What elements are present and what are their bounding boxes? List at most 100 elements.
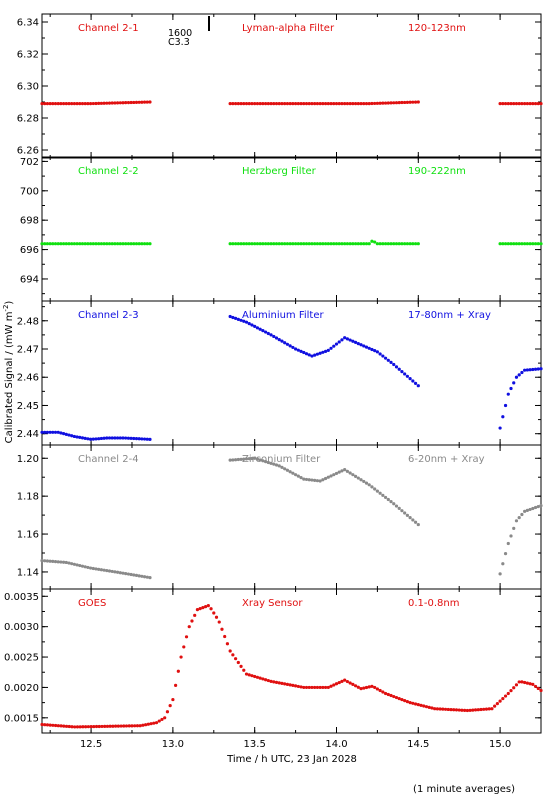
data-point	[72, 434, 76, 439]
channel-label: Channel 2-3	[78, 310, 139, 321]
data-point	[86, 102, 90, 106]
data-point	[302, 685, 306, 690]
data-point	[272, 462, 276, 466]
data-point	[86, 565, 90, 570]
data-point	[134, 437, 139, 441]
series-segment-3	[498, 504, 543, 576]
data-point	[134, 573, 139, 578]
data-point	[234, 657, 238, 661]
data-point	[389, 500, 393, 504]
y-tick-label: 0.0035	[4, 592, 39, 603]
data-point	[206, 604, 210, 608]
data-point	[231, 458, 235, 462]
data-point	[520, 512, 524, 517]
data-point	[253, 324, 257, 329]
data-point	[299, 102, 303, 106]
data-point	[83, 436, 87, 440]
data-point	[416, 522, 420, 527]
data-point	[122, 724, 126, 728]
y-tick-label: 1.16	[17, 530, 39, 541]
data-point	[307, 102, 311, 106]
data-point	[274, 336, 279, 340]
data-point	[83, 242, 87, 246]
data-point	[525, 368, 529, 372]
data-point	[53, 242, 58, 246]
data-point	[340, 338, 344, 342]
data-point	[182, 645, 186, 649]
data-point	[288, 683, 292, 687]
data-point	[408, 516, 412, 520]
data-point	[291, 242, 295, 246]
data-point	[343, 242, 347, 246]
data-point	[364, 685, 369, 690]
data-point	[53, 560, 58, 564]
filter-label: Xray Sensor	[242, 598, 303, 609]
data-point	[59, 560, 63, 564]
data-point	[329, 474, 333, 478]
data-point	[231, 102, 235, 106]
data-point	[408, 701, 412, 705]
data-point	[378, 688, 382, 693]
data-point	[127, 724, 131, 728]
data-point	[539, 504, 543, 508]
data-point	[405, 100, 409, 104]
data-point	[51, 430, 55, 434]
data-point	[70, 434, 74, 438]
data-point	[126, 242, 130, 246]
data-point	[375, 489, 379, 493]
data-point	[408, 242, 412, 246]
data-point	[416, 242, 420, 246]
data-point	[244, 457, 249, 461]
data-point	[64, 242, 68, 246]
data-point	[291, 471, 295, 475]
data-point	[315, 685, 319, 690]
panel-frame	[41, 588, 542, 734]
data-point	[118, 101, 122, 105]
data-point	[80, 436, 85, 440]
data-point	[334, 471, 339, 476]
data-point	[378, 101, 382, 105]
data-point	[266, 331, 270, 336]
data-point	[400, 509, 404, 513]
series-segment-2	[228, 100, 420, 106]
data-point	[99, 242, 103, 246]
data-point	[392, 502, 396, 506]
data-point	[413, 100, 418, 104]
data-point	[280, 681, 284, 685]
data-point	[269, 242, 273, 246]
data-point	[362, 344, 366, 348]
data-point	[332, 242, 336, 246]
data-point	[148, 242, 152, 246]
data-point	[539, 367, 543, 371]
data-point	[264, 460, 268, 464]
data-point	[142, 437, 147, 441]
data-point	[40, 558, 44, 563]
data-point	[113, 242, 117, 246]
data-point	[536, 686, 540, 691]
data-point	[209, 607, 213, 611]
data-point	[56, 242, 60, 246]
data-point	[274, 102, 279, 106]
data-point	[520, 242, 524, 246]
data-point	[67, 102, 71, 106]
data-point	[321, 478, 325, 482]
data-point	[115, 436, 120, 440]
data-point	[274, 680, 279, 684]
data-point	[345, 102, 349, 106]
data-point	[498, 572, 502, 576]
data-point	[413, 702, 418, 706]
data-point	[351, 102, 355, 106]
data-point	[449, 708, 453, 712]
data-point	[124, 724, 129, 728]
data-point	[277, 242, 281, 246]
y-tick-label: 2.47	[17, 345, 39, 356]
data-point	[114, 724, 118, 728]
data-point	[503, 552, 508, 556]
data-point	[517, 102, 521, 106]
data-point	[343, 678, 347, 682]
data-point	[59, 242, 63, 246]
data-point	[62, 724, 66, 728]
panels-group: 6.26 6.28 6.30 6.32 6.34 Channel 2-1 Lyman-alp…	[4, 13, 543, 750]
data-point	[373, 685, 377, 690]
data-point	[533, 102, 538, 106]
